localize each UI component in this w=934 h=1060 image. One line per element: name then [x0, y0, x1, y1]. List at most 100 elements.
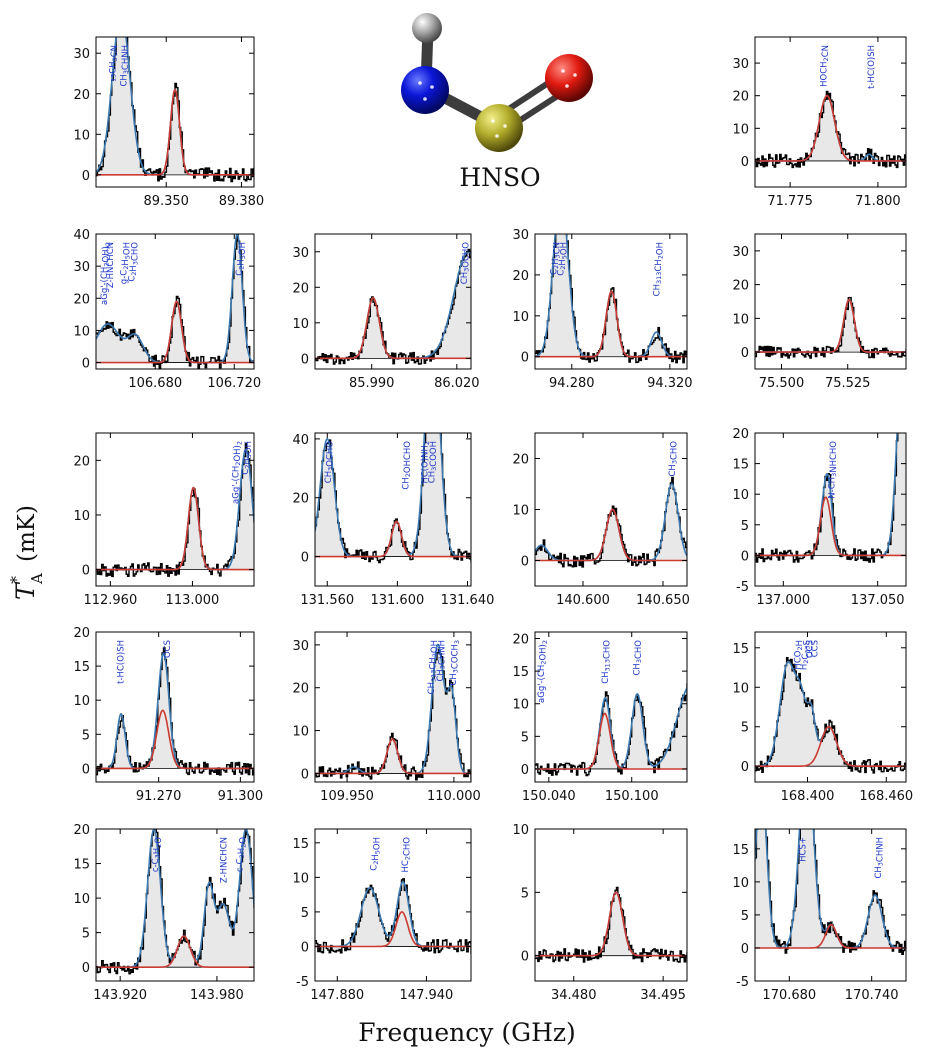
spectrum-panel-11: 91.270 91.300 0 5 10 15 20 t-HC(O)SH OCS [73, 626, 263, 804]
panel-frame [534, 233, 688, 370]
x-tick-label: 137.050 [851, 593, 905, 608]
y-tick-label: 0 [301, 551, 309, 566]
y-tick-label: 10 [73, 509, 90, 524]
spectrum-panel-6: 75.500 75.525 0 10 20 30 [732, 233, 907, 391]
panel-frame [754, 432, 907, 587]
y-tick-label: 5 [741, 909, 749, 924]
y-tick-label: 20 [512, 453, 529, 468]
y-tick-label: 10 [732, 312, 749, 327]
x-tick-label: 140.650 [636, 593, 690, 608]
y-tick-label: 20 [292, 492, 309, 507]
x-tick-label: 34.495 [640, 988, 686, 1003]
y-tick-label: 0 [82, 357, 90, 372]
observed-shade [535, 887, 687, 962]
y-tick-label: 5 [741, 721, 749, 736]
line-id-label: CH3COOH [428, 441, 440, 483]
y-tick-label: 10 [292, 317, 309, 332]
y-tick-label: 10 [732, 122, 749, 137]
observed-shade [315, 249, 471, 364]
y-tick-label: 0 [741, 155, 749, 170]
y-tick-label: 20 [732, 427, 749, 442]
y-tick-label: 30 [292, 639, 309, 654]
hnso-model-curve [755, 923, 906, 949]
observed-spectrum [535, 234, 687, 364]
observed-shade [535, 234, 687, 363]
x-tick-label: 170.680 [762, 988, 816, 1003]
y-tick-label: 10 [732, 488, 749, 503]
x-tick-label: 131.600 [370, 593, 424, 608]
y-tick-label: 40 [73, 228, 90, 243]
y-tick-label: 15 [732, 843, 749, 858]
line-id-label: Z-HNCHCN [219, 837, 229, 883]
y-tick-label: 0 [741, 549, 749, 564]
x-axis-label: Frequency (GHz) [358, 1018, 576, 1047]
line-id-label: HCO2H [794, 640, 806, 670]
y-tick-label: 30 [73, 260, 90, 275]
line-id-label: t-HC(O)SH [867, 45, 877, 89]
x-tick-label: 94.280 [549, 376, 595, 391]
y-axis-label-symbol: T [11, 581, 40, 600]
y-tick-label: 0 [82, 564, 90, 579]
sulfur-atom [475, 104, 523, 152]
hnso-model-curve [755, 298, 906, 353]
x-tick-label: 89.380 [219, 194, 265, 209]
x-tick-label: 143.920 [93, 988, 147, 1003]
y-tick-label: 0 [741, 346, 749, 361]
hnso-model-curve [315, 911, 471, 948]
y-axis-label-unit: (mK) [14, 505, 40, 562]
line-id-label: C2H5OH [557, 242, 570, 276]
line-id-label: C2H3CHO [128, 242, 141, 282]
line-id-label: CH3CHNH [874, 837, 886, 879]
panel-frame [95, 36, 255, 188]
hydrogen-atom [412, 13, 442, 43]
nitrogen-atom [401, 66, 449, 114]
y-tick-label: 0 [82, 762, 90, 777]
x-tick-label: 137.000 [756, 593, 810, 608]
line-id-label: c-C3H2O [236, 837, 249, 872]
x-tick-label: 147.940 [400, 988, 454, 1003]
y-tick-label: 5 [741, 519, 749, 534]
y-axis-label-sup: * [7, 576, 26, 584]
observed-spectrum [315, 648, 471, 781]
line-id-label: c-C3H2O [151, 837, 164, 872]
panel-frame [95, 432, 255, 587]
line-id-label: aGg'-(CH2OH)2 [232, 441, 244, 504]
y-tick-label: 0 [521, 351, 529, 366]
line-id-label: CH3OCHO [324, 441, 336, 483]
panel-frame [314, 828, 472, 982]
y-tick-label: 30 [732, 245, 749, 260]
observed-spectrum [755, 296, 906, 359]
y-tick-label: 15 [732, 642, 749, 657]
line-id-label: HCS+ [798, 837, 808, 862]
x-tick-label: 112.960 [83, 593, 137, 608]
line-id-label: OCS [163, 640, 173, 658]
y-tick-label: 10 [73, 128, 90, 143]
line-id-label: CCS [811, 640, 821, 657]
line-id-label: C2H5OH [235, 242, 248, 276]
spectrum-panel-13: 150.040 150.100 0 5 10 15 20 aGg'-(CH2OH)2 CH313… [512, 631, 688, 804]
x-tick-label: 106.720 [207, 376, 261, 391]
y-tick-label: 15 [292, 837, 309, 852]
y-tick-label: 30 [292, 246, 309, 261]
spectrum-panel-3: 106.680 106.720 0 10 20 30 40 aGg'-(CH2OH)2Z-HN… [73, 228, 261, 391]
y-axis-label: T * A (mK) [7, 505, 46, 600]
y-tick-label: 5 [521, 730, 529, 745]
observed-spectrum [96, 647, 254, 776]
x-tick-label: 168.400 [781, 789, 835, 804]
line-id-label: C2H5OH [370, 837, 383, 871]
x-tick-label: 170.740 [845, 988, 899, 1003]
hnso-model-curve [535, 508, 687, 562]
y-tick-label: 0 [82, 961, 90, 976]
y-tick-label: 20 [73, 88, 90, 103]
y-tick-label: 0 [301, 352, 309, 367]
line-id-label: CH313CH2OH [427, 640, 440, 694]
line-id-label: t-HC(O)SH [117, 640, 127, 684]
y-tick-label: 0 [301, 767, 309, 782]
panel-frame [534, 828, 688, 982]
hnso-model-curve [96, 88, 254, 176]
panel-frame [754, 36, 907, 188]
line-id-label: C2H5OH [241, 441, 254, 475]
panel-frame [314, 432, 472, 587]
spectrum-panel-12: 109.950 110.000 0 10 20 30 CH313CH2OHCH3CHNHCH… [292, 631, 481, 804]
